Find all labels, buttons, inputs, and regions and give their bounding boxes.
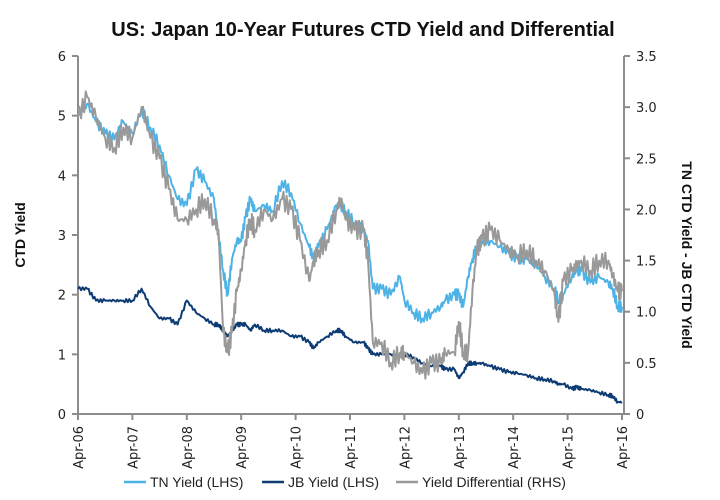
right-tick-label: 0	[636, 408, 644, 423]
right-tick-label: 3.0	[636, 101, 657, 116]
right-tick-label: 2.0	[636, 203, 657, 218]
x-tick-label: Apr-12	[398, 426, 413, 469]
right-axis-label: TN CTD Yield - JB CTD Yield	[679, 161, 695, 348]
x-tick-label: Apr-15	[562, 426, 577, 469]
right-tick-label: 2.5	[636, 152, 657, 167]
right-ticks: 0 0.5 1.0 1.5 2.0 2.5 3.0 3.5	[624, 50, 657, 423]
axes	[77, 56, 625, 415]
legend-label: TN Yield (LHS)	[150, 474, 243, 490]
x-tick-label: Apr-09	[235, 426, 250, 469]
right-tick-label: 3.5	[636, 50, 657, 65]
x-ticks: Apr-06 Apr-07 Apr-08 Apr-09 Apr-10 Apr-11 Apr-…	[72, 414, 631, 469]
x-tick-label: Apr-13	[453, 426, 468, 469]
legend: TN Yield (LHS) JB Yield (LHS) Yield Differ…	[124, 474, 566, 490]
left-axis-label: CTD Yield	[12, 202, 28, 267]
left-tick-label: 2	[58, 289, 66, 304]
x-tick-label: Apr-16	[616, 426, 631, 469]
left-tick-label: 5	[58, 110, 66, 125]
left-ticks: 0 1 2 3 4 5 6	[58, 50, 78, 423]
left-tick-label: 3	[58, 229, 66, 244]
left-tick-label: 0	[58, 408, 66, 423]
series-line-tn-yield-lhs	[77, 102, 623, 324]
right-tick-label: 1.0	[636, 306, 657, 321]
series-line-yield-differential-rhs	[77, 90, 623, 380]
legend-label: Yield Differential (RHS)	[422, 474, 566, 490]
right-tick-label: 0.5	[636, 357, 657, 372]
x-tick-label: Apr-08	[181, 426, 196, 469]
left-tick-label: 6	[58, 50, 66, 65]
x-tick-label: Apr-11	[344, 426, 359, 469]
left-tick-label: 1	[58, 348, 66, 363]
chart-title: US: Japan 10-Year Futures CTD Yield and …	[111, 19, 614, 41]
x-tick-label: Apr-10	[290, 426, 305, 469]
x-tick-label: Apr-06	[72, 426, 87, 469]
x-tick-label: Apr-07	[126, 426, 141, 469]
x-tick-label: Apr-14	[507, 426, 522, 469]
series-group	[77, 90, 623, 404]
right-tick-label: 1.5	[636, 255, 657, 270]
left-tick-label: 4	[58, 169, 66, 184]
legend-label: JB Yield (LHS)	[288, 474, 379, 490]
series-line-jb-yield-lhs	[77, 286, 623, 404]
